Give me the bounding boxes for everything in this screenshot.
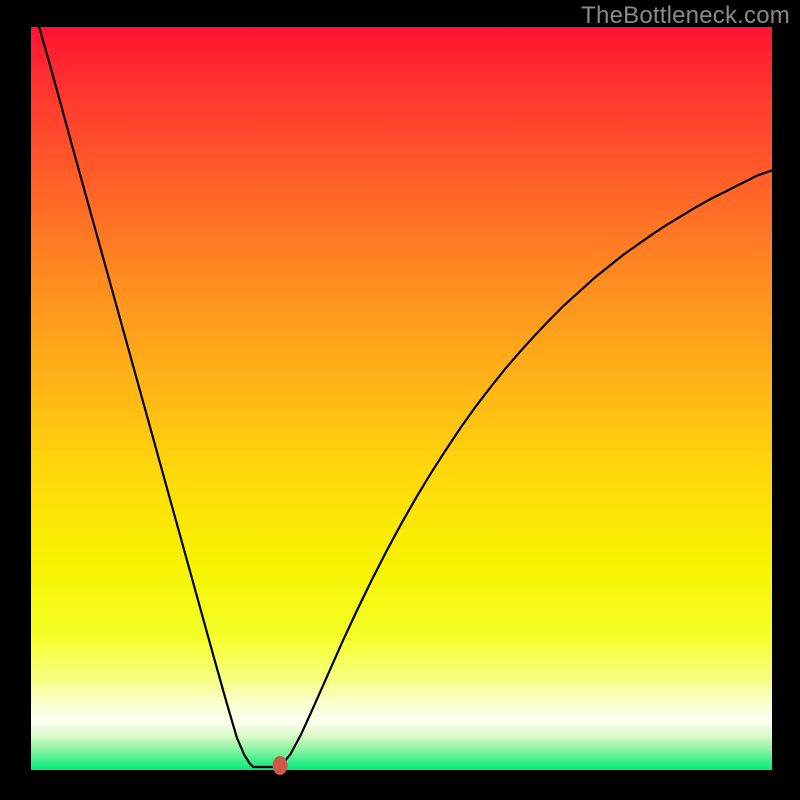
chart-svg: [0, 0, 800, 800]
chart-stage: TheBottleneck.com: [0, 0, 800, 800]
optimal-point-marker: [272, 756, 287, 775]
